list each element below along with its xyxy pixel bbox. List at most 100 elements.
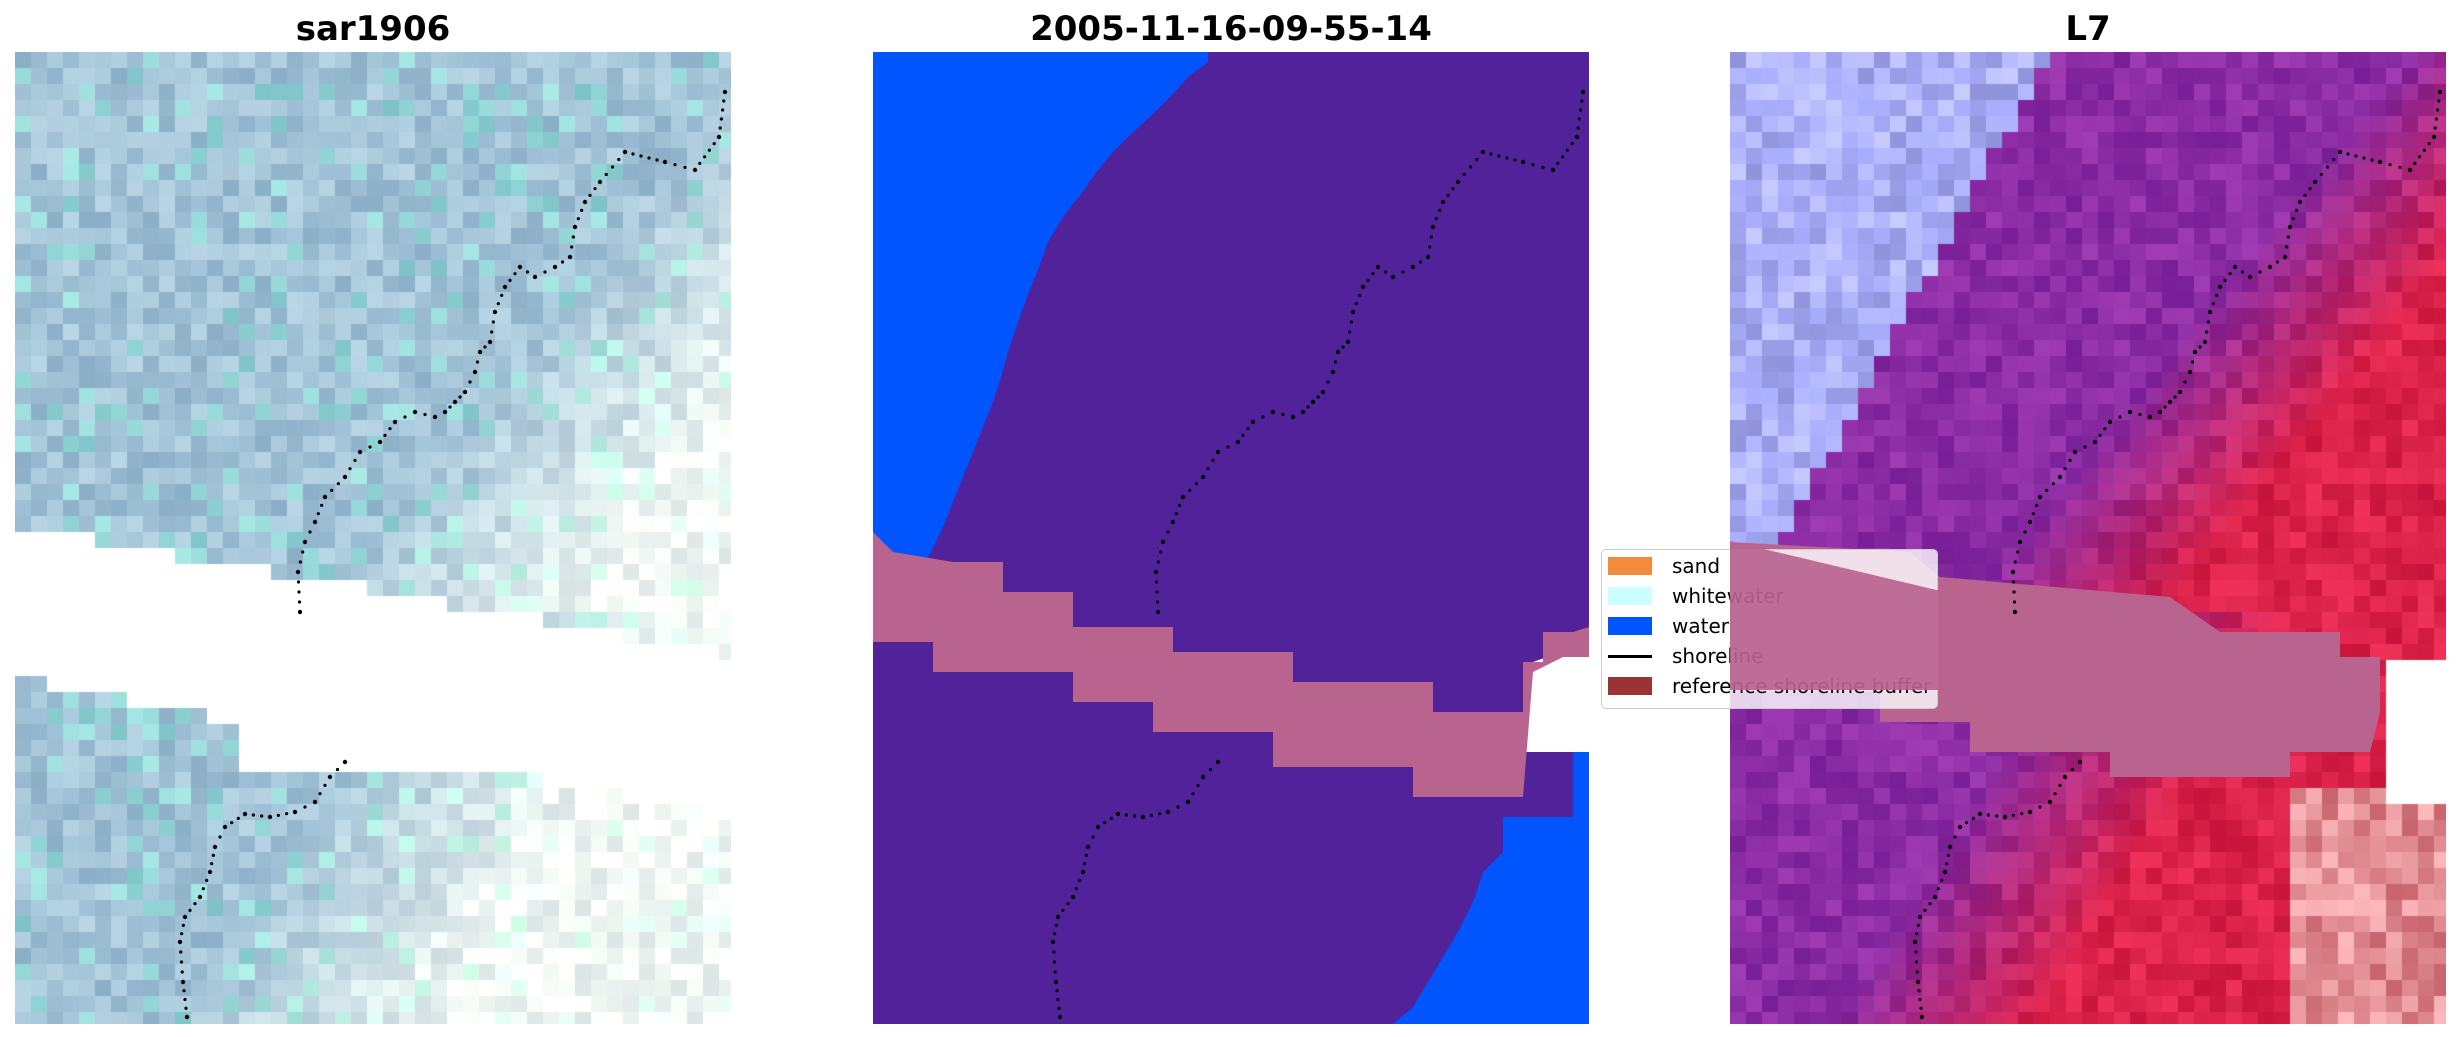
shoreline-point	[1281, 412, 1285, 417]
shoreline-point	[2398, 165, 2402, 169]
shoreline-point	[2337, 149, 2343, 155]
shoreline-point	[712, 142, 716, 146]
shoreline-point	[1091, 835, 1095, 839]
shoreline-point	[2258, 270, 2262, 274]
shoreline-point	[1345, 339, 1351, 345]
shoreline-point	[1057, 1014, 1063, 1020]
shoreline-point	[211, 853, 215, 857]
shoreline-point	[2346, 152, 2350, 156]
shoreline-point	[308, 530, 312, 534]
shoreline-point	[180, 979, 186, 985]
shoreline-point	[260, 814, 264, 818]
shoreline-point	[302, 539, 308, 545]
shoreline-point	[552, 264, 558, 270]
shoreline-point	[2163, 405, 2167, 409]
shoreline-point	[2275, 260, 2280, 264]
shoreline-point	[2053, 792, 2057, 796]
shoreline-point	[1160, 539, 1166, 545]
shoreline-point	[2427, 142, 2431, 146]
shoreline-point	[1215, 449, 1221, 455]
shoreline-point	[597, 179, 603, 185]
shoreline-point	[1438, 208, 1442, 212]
shoreline-point	[2010, 569, 2016, 575]
shoreline-point	[188, 908, 192, 912]
shoreline-point	[210, 862, 214, 866]
shoreline-point	[1916, 923, 1920, 927]
shoreline-point	[2017, 539, 2023, 545]
legend-item-shoreline: shoreline	[1608, 641, 1764, 671]
shoreline-point	[212, 844, 218, 850]
shoreline-point	[2232, 264, 2238, 270]
shoreline-point	[222, 824, 228, 830]
shoreline-point	[1580, 89, 1586, 95]
shoreline-point	[432, 414, 438, 420]
shoreline-point	[292, 809, 298, 815]
shoreline-point	[312, 799, 318, 805]
shoreline-point	[1080, 869, 1086, 875]
shoreline-point	[1574, 134, 1580, 140]
shoreline-point	[1953, 835, 1957, 839]
shoreline-point	[2098, 433, 2102, 437]
shoreline-point	[2413, 161, 2417, 165]
shoreline-point	[1497, 154, 1501, 158]
shoreline-point	[2031, 512, 2035, 516]
shoreline-point	[2077, 759, 2083, 765]
shoreline-overlay-l7	[1730, 89, 2443, 1020]
shoreline-point	[2286, 235, 2290, 239]
shoreline-point	[182, 989, 186, 993]
shoreline-point	[1159, 550, 1163, 554]
shoreline-point	[491, 320, 495, 324]
shoreline-point	[1995, 814, 1999, 818]
shoreline-point	[197, 894, 203, 900]
shoreline-point	[2267, 264, 2273, 270]
shoreline-point	[2282, 254, 2288, 260]
shoreline-point	[1053, 979, 1059, 985]
shoreline-point	[1434, 217, 1438, 221]
shoreline-point	[2058, 783, 2062, 787]
shoreline-point	[1154, 580, 1159, 584]
shoreline-point	[1541, 165, 1545, 169]
shoreline-point	[1070, 894, 1076, 900]
shoreline-point	[296, 580, 301, 584]
shoreline-point	[1290, 414, 1296, 420]
shoreline-point	[301, 550, 305, 554]
shoreline-point	[707, 148, 712, 152]
shoreline-point	[610, 165, 615, 169]
shoreline-point	[1565, 148, 1569, 152]
shoreline-point	[1095, 824, 1101, 830]
shoreline-point	[582, 199, 588, 205]
shoreline-point	[683, 165, 687, 169]
shoreline-point	[2072, 449, 2078, 455]
shoreline-point	[1556, 161, 1560, 165]
shoreline-point	[1326, 380, 1330, 384]
shoreline-point	[184, 1006, 188, 1010]
shoreline-point	[2388, 163, 2392, 167]
shoreline-point	[1153, 569, 1159, 575]
shoreline-point	[1928, 902, 1932, 906]
shoreline-point	[2063, 467, 2067, 471]
shoreline-point	[1425, 254, 1431, 260]
shoreline-point	[2012, 600, 2017, 604]
shoreline-point	[1580, 99, 1584, 103]
shoreline-point	[1166, 530, 1170, 534]
shoreline-point	[1061, 908, 1065, 912]
shoreline-point	[2308, 187, 2312, 191]
shoreline-point	[2215, 293, 2219, 297]
shoreline-point	[1940, 878, 1944, 882]
buffer-swatch-icon	[1608, 677, 1652, 695]
shoreline-point	[1462, 172, 1466, 177]
shoreline-point	[1513, 158, 1517, 162]
shoreline-point	[452, 399, 458, 405]
shoreline-point	[1576, 126, 1580, 130]
shoreline-point	[1052, 960, 1057, 964]
shoreline-point	[207, 869, 213, 875]
shoreline-point	[1176, 805, 1180, 809]
shoreline-point	[716, 134, 722, 140]
shoreline-point	[323, 783, 327, 787]
shoreline-point	[1914, 960, 1919, 964]
shoreline-point	[655, 158, 659, 162]
shoreline-point	[1050, 939, 1056, 945]
shoreline-point	[1947, 844, 1953, 850]
shoreline-overlay	[177, 89, 728, 1020]
buffer-band	[873, 532, 1589, 797]
